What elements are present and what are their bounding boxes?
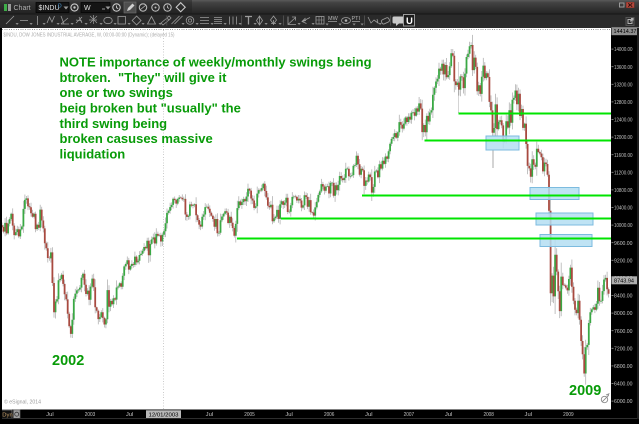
svg-text:9600.00: 9600.00 [614, 241, 633, 247]
svg-text:6400.00: 6400.00 [614, 382, 633, 388]
svg-text:6800.00: 6800.00 [614, 364, 633, 370]
svg-text:Jul: Jul [206, 412, 214, 418]
svg-text:10800.00: 10800.00 [614, 188, 633, 194]
svg-text:W: W [84, 5, 91, 12]
svg-text:2008: 2008 [483, 412, 494, 418]
svg-text:2007: 2007 [404, 412, 415, 418]
svg-text:12000.00: 12000.00 [614, 135, 633, 141]
svg-text:10000.00: 10000.00 [614, 223, 633, 229]
svg-text:11600.00: 11600.00 [614, 153, 633, 159]
svg-text:2003: 2003 [85, 412, 96, 418]
svg-text:Jul: Jul [126, 412, 134, 418]
svg-text:12/01/2003: 12/01/2003 [149, 412, 180, 418]
svg-text:Jul: Jul [285, 412, 293, 418]
svg-text:11200.00: 11200.00 [614, 170, 633, 176]
svg-text:7200.00: 7200.00 [614, 346, 633, 352]
svg-text:14000.00: 14000.00 [614, 47, 633, 53]
svg-text:Jul: Jul [525, 412, 533, 418]
svg-text:10400.00: 10400.00 [614, 206, 633, 212]
svg-text:Jul: Jul [445, 412, 453, 418]
svg-text:Jul: Jul [365, 412, 373, 418]
svg-text:2009: 2009 [569, 383, 601, 399]
svg-text:2002: 2002 [52, 353, 84, 369]
svg-text:beig broken but "usually" the: beig broken but "usually" the [60, 101, 241, 116]
svg-text:$INDU, DOW JONES INDUSTRIAL AV: $INDU, DOW JONES INDUSTRIAL AVERAGE, W, … [4, 32, 175, 38]
svg-text:7600.00: 7600.00 [614, 329, 633, 335]
svg-text:2005: 2005 [244, 412, 255, 418]
svg-text:one or two swings: one or two swings [60, 85, 173, 100]
svg-text:NOTE importance of weekly/mont: NOTE importance of weekly/monthly swings… [60, 55, 372, 70]
svg-text:2006: 2006 [324, 412, 335, 418]
svg-text:$INDU: $INDU [39, 5, 60, 12]
svg-text:broken casuses massive: broken casuses massive [60, 131, 213, 146]
svg-text:2009: 2009 [563, 412, 574, 418]
svg-text:U: U [406, 16, 413, 27]
svg-text:btroken. "They" will give it: btroken. "They" will give it [60, 70, 228, 85]
svg-text:D: D [58, 4, 62, 10]
svg-text:13600.00: 13600.00 [614, 65, 633, 71]
svg-text:9200.00: 9200.00 [614, 258, 633, 264]
svg-text:Chart: Chart [14, 5, 31, 12]
svg-text:liquidation: liquidation [60, 147, 126, 162]
svg-text:6000.00: 6000.00 [614, 399, 633, 405]
svg-text:12400.00: 12400.00 [614, 118, 633, 124]
svg-text:© eSignal, 2014: © eSignal, 2014 [4, 398, 42, 405]
svg-text:Jul: Jul [46, 412, 54, 418]
svg-text:Dyn: Dyn [2, 412, 12, 418]
svg-text:8400.00: 8400.00 [614, 294, 633, 300]
svg-text:third swing being: third swing being [60, 116, 168, 131]
svg-text:12800.00: 12800.00 [614, 100, 633, 106]
svg-text:8743.94: 8743.94 [614, 279, 635, 285]
svg-text:8000.00: 8000.00 [614, 311, 633, 317]
svg-text:14414.37: 14414.37 [614, 29, 637, 35]
svg-text:13200.00: 13200.00 [614, 82, 633, 88]
